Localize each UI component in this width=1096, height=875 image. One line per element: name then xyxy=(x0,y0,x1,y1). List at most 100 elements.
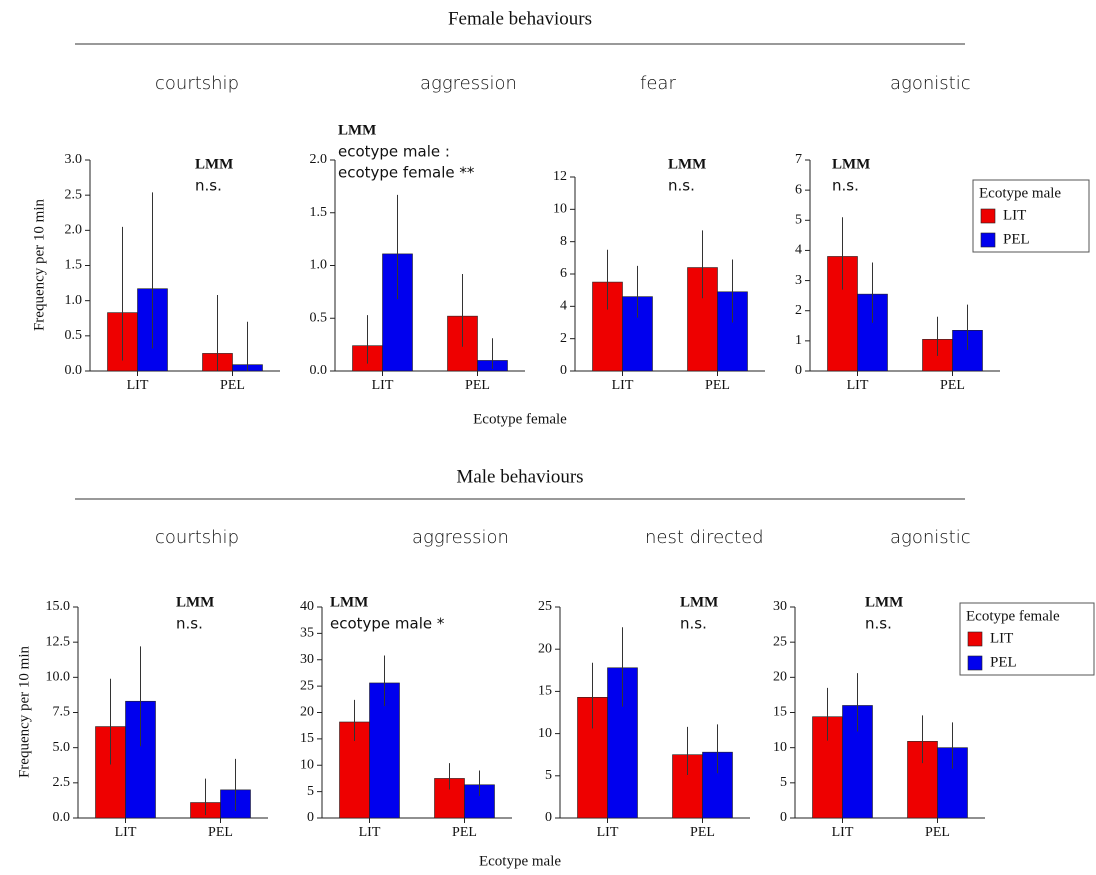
legend-swatch xyxy=(968,632,982,646)
legend-label: LIT xyxy=(1003,207,1026,223)
annotation: LMM xyxy=(832,156,870,172)
x-tick-label: PEL xyxy=(940,378,965,393)
y-tick-label: 20 xyxy=(773,670,787,685)
x-tick-label: LIT xyxy=(847,378,869,393)
annotation: n.s. xyxy=(668,177,695,195)
annotation: n.s. xyxy=(865,615,892,633)
x-tick-label: LIT xyxy=(832,825,854,840)
y-tick-label: 7 xyxy=(795,152,802,167)
y-tick-label: 12 xyxy=(553,169,567,184)
y-tick-label: 0.5 xyxy=(310,310,328,325)
y-tick-label: 5 xyxy=(780,775,787,790)
y-tick-label: 2 xyxy=(560,331,567,346)
y-tick-label: 6 xyxy=(795,182,802,197)
x-tick-label: PEL xyxy=(465,378,490,393)
y-tick-label: 5.0 xyxy=(53,740,71,755)
y-tick-label: 2.0 xyxy=(65,223,83,238)
annotation: LMM xyxy=(338,122,376,138)
y-tick-label: 0 xyxy=(780,810,787,825)
y-tick-label: 1.5 xyxy=(65,258,83,273)
y-axis-label: Frequency per 10 min xyxy=(16,645,32,778)
panel-title: courtship xyxy=(155,73,239,94)
x-tick-label: PEL xyxy=(705,378,730,393)
x-tick-label: LIT xyxy=(372,378,394,393)
panel-title: nest directed xyxy=(645,527,764,548)
legend-title: Ecotype female xyxy=(966,608,1060,624)
y-tick-label: 6 xyxy=(560,266,567,281)
x-tick-label: LIT xyxy=(597,825,619,840)
y-tick-label: 2 xyxy=(795,303,802,318)
annotation: ecotype male * xyxy=(330,615,445,633)
y-tick-label: 4 xyxy=(560,299,567,314)
x-tick-label: PEL xyxy=(690,825,715,840)
panel-title: agonistic xyxy=(890,73,971,94)
legend-title: Ecotype male xyxy=(979,185,1061,201)
y-tick-label: 15 xyxy=(773,705,787,720)
annotation: ecotype male : xyxy=(338,143,450,161)
annotation: LMM xyxy=(668,156,706,172)
y-tick-label: 3 xyxy=(795,273,802,288)
y-tick-label: 0 xyxy=(560,363,567,378)
y-tick-label: 8 xyxy=(560,234,567,249)
legend-label: PEL xyxy=(1003,231,1030,247)
y-tick-label: 10 xyxy=(773,740,787,755)
annotation: LMM xyxy=(865,594,903,610)
annotation: LMM xyxy=(195,156,233,172)
panel-title: aggression xyxy=(412,527,509,548)
y-tick-label: 25 xyxy=(538,599,552,614)
section-title: Male behaviours xyxy=(456,466,583,487)
x-tick-label: LIT xyxy=(115,825,137,840)
y-tick-label: 25 xyxy=(300,678,314,693)
legend-swatch xyxy=(968,656,982,670)
annotation: LMM xyxy=(330,594,368,610)
y-tick-label: 10 xyxy=(300,757,314,772)
y-tick-label: 35 xyxy=(300,626,314,641)
x-axis-label: Ecotype male xyxy=(479,853,561,869)
figure: Female behaviours Ecotype female Frequen… xyxy=(0,0,1096,875)
y-tick-label: 0.0 xyxy=(53,810,71,825)
x-tick-label: LIT xyxy=(612,378,634,393)
y-tick-label: 3.0 xyxy=(65,152,83,167)
y-tick-label: 0.0 xyxy=(310,363,328,378)
annotation: n.s. xyxy=(176,615,203,633)
y-tick-label: 0.5 xyxy=(65,328,83,343)
y-tick-label: 20 xyxy=(300,705,314,720)
y-tick-label: 10.0 xyxy=(46,670,71,685)
y-tick-label: 0 xyxy=(795,363,802,378)
panel-title: aggression xyxy=(420,73,517,94)
legend-label: PEL xyxy=(990,654,1017,670)
y-tick-label: 7.5 xyxy=(53,705,71,720)
y-tick-label: 2.5 xyxy=(53,775,71,790)
x-tick-label: PEL xyxy=(220,378,245,393)
annotation: LMM xyxy=(680,594,718,610)
y-tick-label: 5 xyxy=(795,213,802,228)
y-tick-label: 0.0 xyxy=(65,363,83,378)
y-tick-label: 15 xyxy=(538,684,552,699)
y-tick-label: 1.5 xyxy=(310,205,328,220)
y-tick-label: 15 xyxy=(300,731,314,746)
y-tick-label: 30 xyxy=(300,652,314,667)
y-tick-label: 0 xyxy=(545,810,552,825)
y-tick-label: 10 xyxy=(553,202,567,217)
legend-swatch xyxy=(981,209,995,223)
y-tick-label: 15.0 xyxy=(46,599,71,614)
section-title: Female behaviours xyxy=(448,8,592,29)
annotation: n.s. xyxy=(195,177,222,195)
legend-label: LIT xyxy=(990,630,1013,646)
y-tick-label: 1.0 xyxy=(310,258,328,273)
panel-title: courtship xyxy=(155,527,239,548)
x-tick-label: PEL xyxy=(452,825,477,840)
y-tick-label: 30 xyxy=(773,599,787,614)
legend-swatch xyxy=(981,233,995,247)
panel-title: fear xyxy=(640,73,676,94)
y-tick-label: 5 xyxy=(545,768,552,783)
y-tick-label: 20 xyxy=(538,641,552,656)
x-axis-label: Ecotype female xyxy=(473,411,567,427)
y-tick-label: 2.0 xyxy=(310,152,328,167)
y-tick-label: 12.5 xyxy=(46,634,71,649)
annotation: ecotype female ** xyxy=(338,164,475,182)
y-tick-label: 5 xyxy=(307,784,314,799)
x-tick-label: PEL xyxy=(925,825,950,840)
panel-title: agonistic xyxy=(890,527,971,548)
annotation: LMM xyxy=(176,594,214,610)
